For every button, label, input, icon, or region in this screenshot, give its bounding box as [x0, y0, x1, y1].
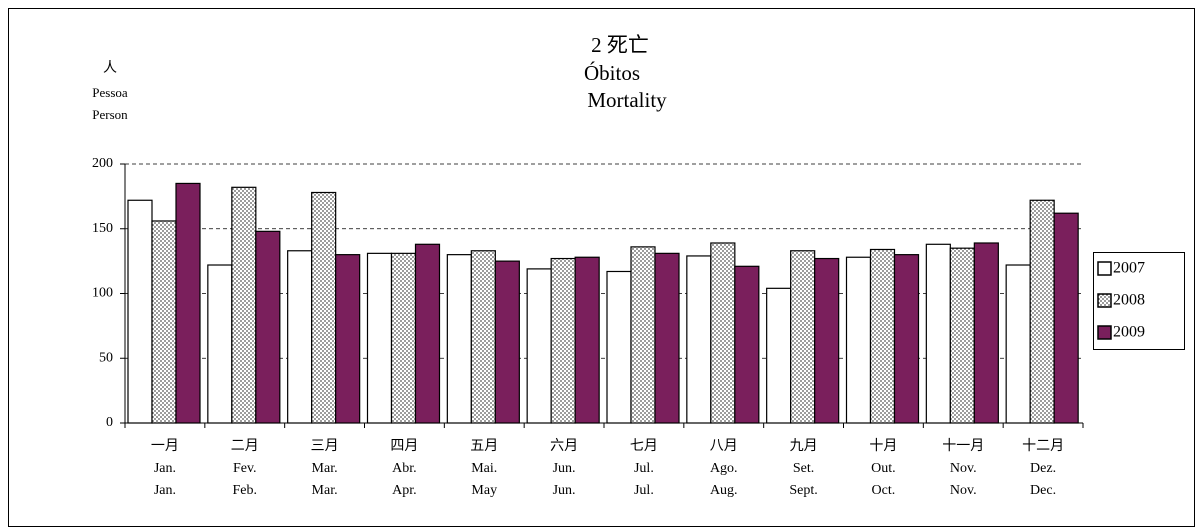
x-tick-label: 三月 — [311, 438, 339, 454]
legend-label: 2007 — [1113, 260, 1145, 277]
chart-title: Óbitos — [584, 61, 640, 85]
bar — [414, 243, 441, 424]
bar — [790, 250, 816, 424]
y-tick-label: 200 — [92, 156, 113, 171]
bar — [446, 254, 472, 424]
x-tick-label: Aug. — [710, 483, 738, 498]
x-tick-label: Jul. — [634, 461, 654, 476]
bar — [1029, 199, 1055, 424]
chart-title: 2 死亡 — [591, 33, 649, 57]
x-tick-label: 五月 — [470, 438, 498, 454]
bar — [151, 220, 177, 424]
legend-swatch — [1097, 293, 1112, 308]
bar — [925, 243, 951, 424]
y-tick-label: 0 — [106, 415, 113, 430]
x-tick-label: 十一月 — [942, 438, 984, 454]
bar — [1005, 264, 1031, 424]
x-tick-label: Set. — [793, 461, 814, 476]
x-tick-label: Feb. — [233, 483, 258, 498]
bar — [255, 230, 281, 424]
x-tick-label: 一月 — [151, 438, 179, 454]
x-tick-label: 四月 — [390, 438, 418, 454]
y-tick-label: 100 — [92, 286, 113, 301]
x-tick-label: 二月 — [231, 438, 259, 454]
bar — [710, 242, 736, 424]
x-tick-label: Abr. — [392, 461, 417, 476]
x-tick-label: Out. — [871, 461, 896, 476]
bar — [893, 254, 920, 424]
bar — [287, 250, 313, 424]
bar — [127, 199, 153, 424]
legend-swatch — [1097, 325, 1112, 340]
bar — [845, 256, 872, 424]
x-tick-label: Apr. — [392, 483, 417, 498]
bar — [949, 247, 975, 424]
bar — [311, 191, 337, 424]
x-tick-label: Mai. — [471, 461, 497, 476]
x-tick-label: Fev. — [233, 461, 257, 476]
x-tick-label: Jan. — [154, 483, 176, 498]
x-tick-label: 十月 — [869, 438, 897, 454]
bar — [494, 260, 520, 424]
x-tick-label: Sept. — [789, 483, 817, 498]
bar — [526, 268, 552, 424]
bar — [734, 265, 760, 424]
y-tick-label: 150 — [92, 221, 113, 236]
x-tick-label: 七月 — [630, 438, 658, 454]
bar — [390, 252, 417, 424]
legend-label: 2009 — [1113, 324, 1145, 341]
bar — [606, 270, 632, 424]
x-tick-label: Jul. — [634, 483, 654, 498]
y-tick-label: 50 — [99, 350, 113, 365]
legend-swatch — [1097, 261, 1112, 276]
bar — [1053, 212, 1079, 424]
bar — [654, 252, 680, 424]
bar — [366, 252, 393, 424]
bar — [630, 246, 656, 424]
bar — [207, 264, 233, 424]
x-tick-label: May — [471, 483, 497, 498]
x-tick-label: Jan. — [154, 461, 176, 476]
x-tick-label: Dez. — [1030, 461, 1056, 476]
bar — [973, 242, 999, 424]
bar — [550, 257, 576, 424]
bar — [686, 255, 712, 424]
bar — [175, 182, 201, 424]
x-tick-label: Mar. — [312, 461, 338, 476]
x-tick-label: Dec. — [1030, 483, 1056, 498]
x-tick-label: Mar. — [312, 483, 338, 498]
x-tick-label: Jun. — [553, 483, 576, 498]
x-tick-label: Nov. — [950, 461, 977, 476]
chart-title: Mortality — [587, 88, 667, 112]
x-tick-label: 六月 — [550, 438, 578, 454]
x-tick-label: 十二月 — [1022, 438, 1064, 454]
bar — [766, 287, 792, 424]
bar — [470, 250, 496, 424]
y-axis-label: Person — [92, 107, 128, 122]
legend-label: 2008 — [1113, 292, 1145, 309]
x-tick-label: Jun. — [553, 461, 576, 476]
bar — [574, 256, 600, 424]
bar — [231, 186, 257, 424]
y-axis-label: Pessoa — [92, 85, 128, 100]
x-tick-label: Oct. — [872, 483, 896, 498]
bar — [335, 254, 361, 424]
x-tick-label: 九月 — [790, 438, 818, 454]
x-tick-label: Nov. — [950, 483, 977, 498]
y-axis-label: 人 — [103, 60, 117, 76]
x-tick-label: Ago. — [710, 461, 738, 476]
bar — [814, 257, 840, 424]
x-tick-label: 八月 — [710, 438, 738, 454]
bar — [869, 248, 896, 424]
